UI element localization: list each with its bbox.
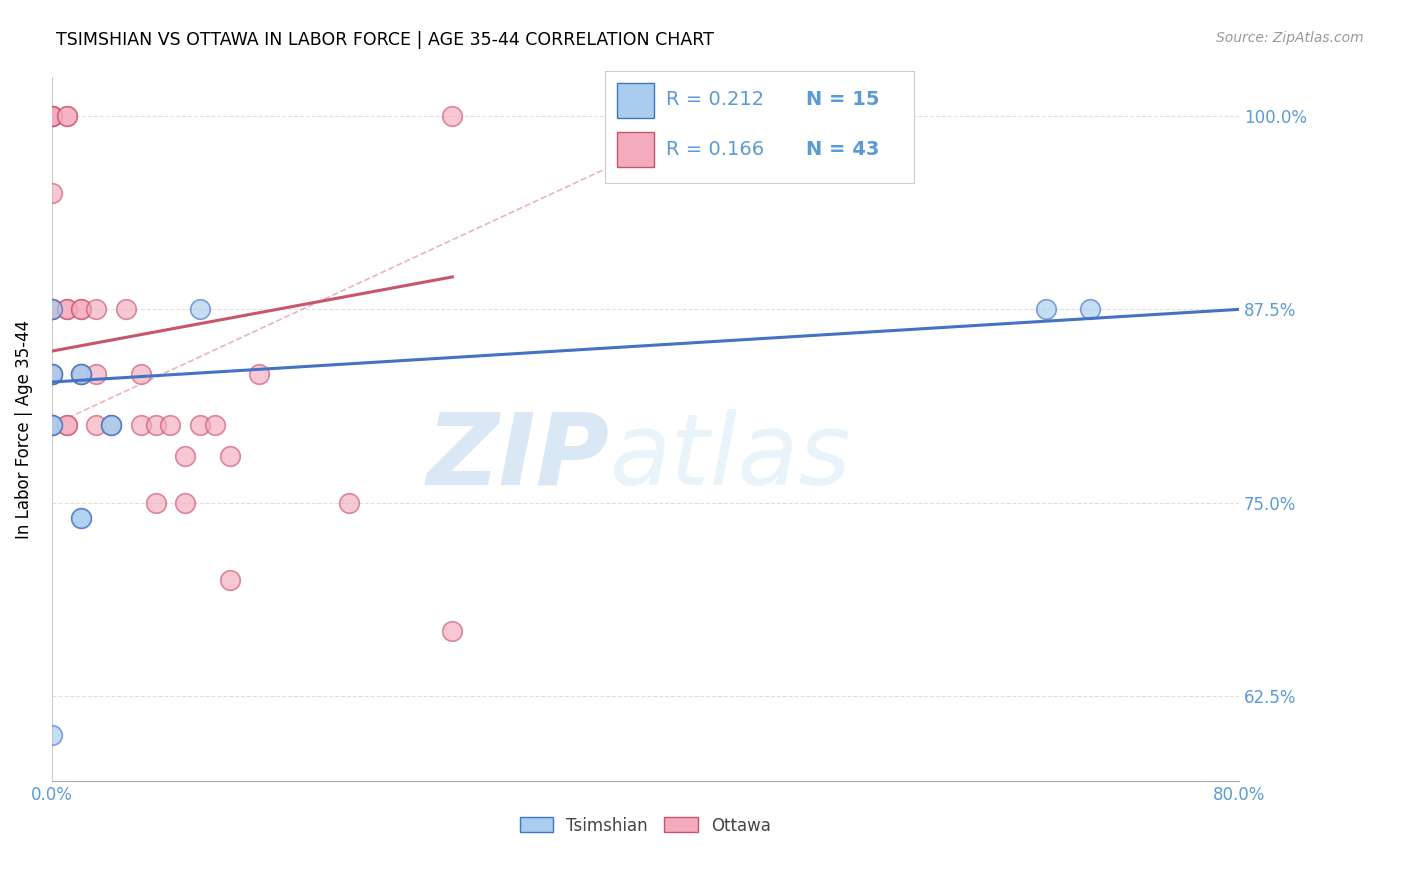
Point (41, 302, 63, 317)
Point (1080, 302, 1102, 317)
Point (441, 109, 464, 123)
Point (129, 368, 152, 382)
Point (100, 418, 122, 433)
Point (174, 496, 197, 510)
Point (41, 368, 63, 382)
Point (249, 368, 271, 382)
Point (55, 418, 77, 433)
Point (55, 109, 77, 123)
Point (188, 302, 211, 317)
Text: Source: ZipAtlas.com: Source: ZipAtlas.com (1216, 31, 1364, 45)
Point (70, 368, 93, 382)
Point (70, 368, 93, 382)
Point (337, 496, 360, 510)
Point (41, 418, 63, 433)
Point (41, 418, 63, 433)
Point (129, 418, 152, 433)
Point (204, 418, 226, 433)
Text: R = 0.212: R = 0.212 (666, 90, 765, 110)
Y-axis label: In Labor Force | Age 35-44: In Labor Force | Age 35-44 (15, 319, 32, 539)
Point (70, 368, 93, 382)
Point (218, 450, 240, 464)
Point (41, 186, 63, 201)
Point (41, 368, 63, 382)
Point (441, 624, 464, 638)
Point (1035, 302, 1057, 317)
Text: N = 43: N = 43 (806, 140, 879, 159)
Point (159, 418, 181, 433)
Text: R = 0.166: R = 0.166 (666, 140, 765, 159)
Point (100, 418, 122, 433)
Text: atlas: atlas (610, 409, 851, 506)
Point (41, 109, 63, 123)
Point (55, 418, 77, 433)
Point (41, 728, 63, 742)
Point (218, 573, 240, 587)
Text: TSIMSHIAN VS OTTAWA IN LABOR FORCE | AGE 35-44 CORRELATION CHART: TSIMSHIAN VS OTTAWA IN LABOR FORCE | AGE… (56, 31, 714, 49)
Point (41, 302, 63, 317)
Text: ZIP: ZIP (426, 409, 610, 506)
FancyBboxPatch shape (617, 83, 654, 119)
Point (41, 109, 63, 123)
Point (41, 418, 63, 433)
Point (145, 418, 167, 433)
Point (41, 302, 63, 317)
Point (41, 368, 63, 382)
Point (70, 368, 93, 382)
Point (70, 511, 93, 525)
Point (145, 496, 167, 510)
Point (84, 418, 107, 433)
Point (41, 368, 63, 382)
Point (41, 109, 63, 123)
Point (41, 109, 63, 123)
Text: N = 15: N = 15 (806, 90, 879, 110)
Point (55, 109, 77, 123)
Point (174, 450, 197, 464)
Point (70, 302, 93, 317)
Point (188, 418, 211, 433)
Point (84, 368, 107, 382)
Point (70, 511, 93, 525)
FancyBboxPatch shape (617, 132, 654, 168)
Point (41, 418, 63, 433)
Point (41, 109, 63, 123)
Legend: Tsimshian, Ottawa: Tsimshian, Ottawa (512, 808, 779, 843)
Point (115, 302, 138, 317)
Point (100, 418, 122, 433)
Point (55, 302, 77, 317)
Point (55, 302, 77, 317)
Point (84, 302, 107, 317)
Point (41, 302, 63, 317)
Point (70, 302, 93, 317)
